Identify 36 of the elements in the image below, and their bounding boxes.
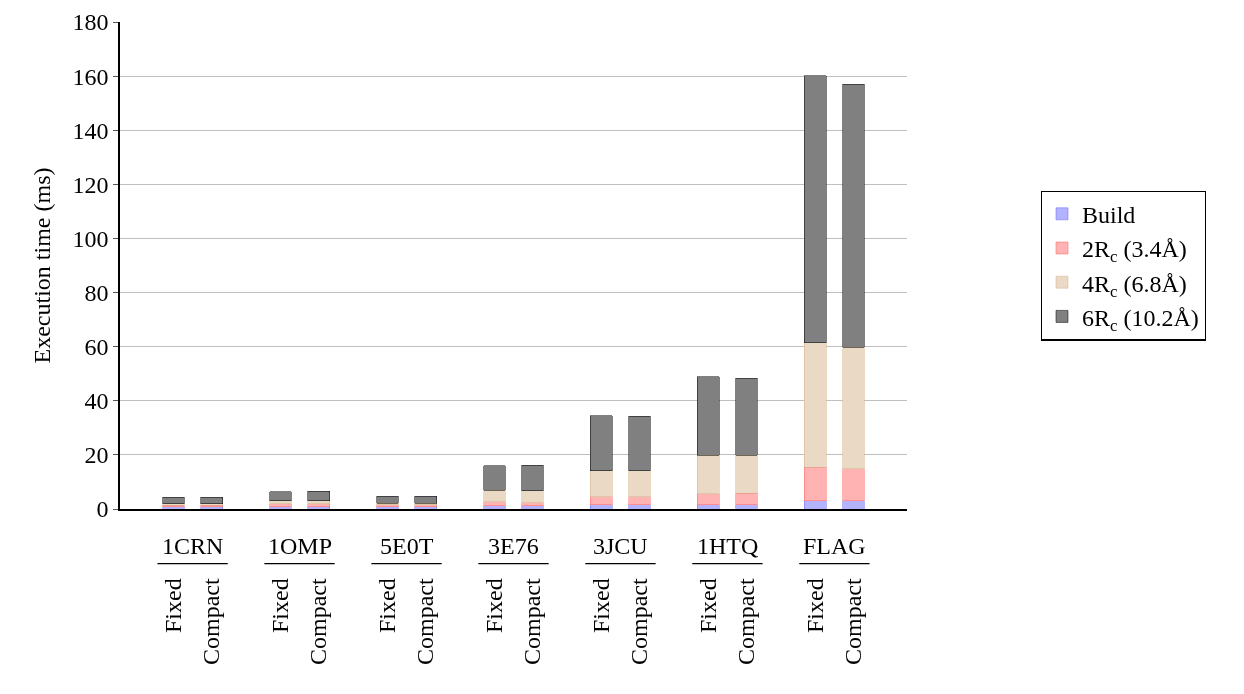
x-tick-label: Compact bbox=[626, 578, 653, 666]
x-tick-label: Compact bbox=[305, 578, 332, 666]
x-tick-label: Compact bbox=[733, 578, 760, 666]
text: 1CRN bbox=[162, 533, 224, 559]
text: 3JCU bbox=[593, 533, 648, 559]
y-tick-label: 40 bbox=[84, 388, 109, 415]
text: 1OMP bbox=[268, 533, 333, 559]
legend-label: 4R$_{c}$ (6.8Å) bbox=[1081, 270, 1187, 301]
x-tick-label: Fixed bbox=[695, 578, 722, 634]
legend-label: Build bbox=[1081, 202, 1136, 229]
text: 3E76 bbox=[488, 533, 539, 559]
y-tick-label: 100 bbox=[72, 225, 109, 252]
y-tick-label: 20 bbox=[84, 442, 109, 469]
y-axis-title: Execution time (ms) bbox=[29, 167, 56, 364]
text: 5E0T bbox=[380, 533, 434, 559]
y-tick-label: 140 bbox=[72, 117, 109, 144]
text: FLAG bbox=[803, 533, 866, 559]
x-tick-label: Fixed bbox=[481, 578, 508, 634]
legend-label: 2R$_{c}$ (3.4Å) bbox=[1081, 236, 1187, 267]
x-tick-label: Fixed bbox=[802, 578, 829, 634]
x-tick-label: Fixed bbox=[160, 578, 187, 634]
x-tick-label: Fixed bbox=[588, 578, 615, 634]
y-tick-label: 0 bbox=[96, 496, 109, 523]
y-tick-label: 160 bbox=[72, 63, 109, 90]
x-tick-label: Fixed bbox=[374, 578, 401, 634]
y-tick-label: 80 bbox=[84, 279, 109, 306]
y-tick-label: 180 bbox=[72, 9, 109, 36]
y-tick-label: 120 bbox=[72, 171, 109, 198]
x-tick-label: Compact bbox=[412, 578, 439, 666]
x-tick-label: Compact bbox=[840, 578, 867, 666]
text: 1HTQ bbox=[697, 533, 759, 559]
x-tick-label: Compact bbox=[198, 578, 225, 666]
y-tick-label: 60 bbox=[84, 334, 109, 361]
x-tick-label: Compact bbox=[519, 578, 546, 666]
x-tick-label: Fixed bbox=[267, 578, 294, 634]
legend-label: 6R$_{c}$ (10.2Å) bbox=[1081, 304, 1199, 335]
